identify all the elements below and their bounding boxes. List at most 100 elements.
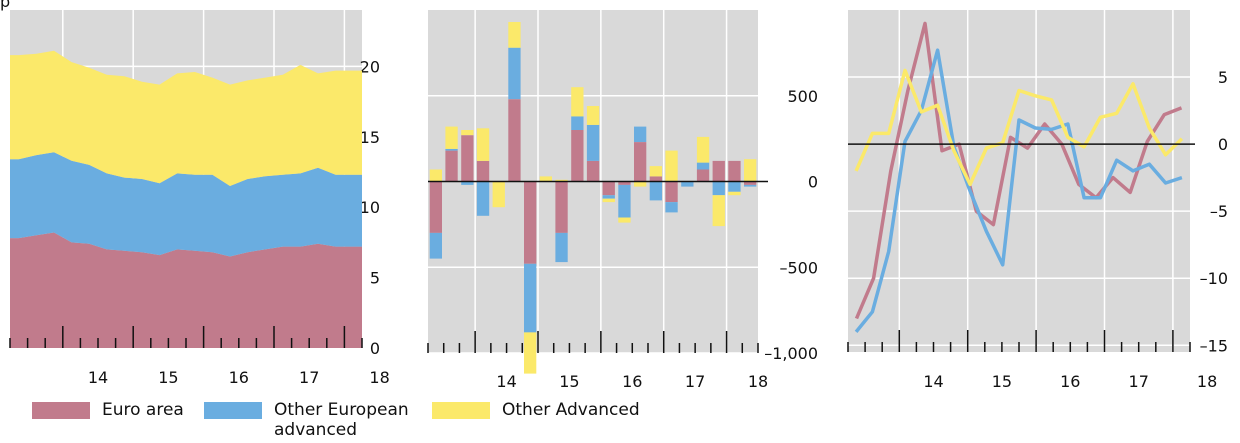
bar-other-advanced	[665, 150, 678, 182]
bar-other-advanced	[634, 181, 647, 187]
bar-other-advanced	[539, 176, 552, 182]
y-tick-label: 500	[787, 87, 818, 106]
bar-other-advanced	[712, 195, 725, 227]
legend-label-other-european: Other European advanced	[274, 400, 409, 440]
bar-other-advanced	[744, 159, 757, 182]
bar-other-european-advanced	[602, 195, 615, 199]
chart-flows: –1,000 –500 0 500 14 15 16 17 18	[427, 10, 818, 391]
bar-other-european-advanced	[476, 181, 490, 216]
x-tick-label: 15	[158, 368, 178, 387]
y-tick-label: –10	[1200, 269, 1228, 288]
bar-euro-area	[728, 160, 741, 182]
legend-swatch-euro-area	[32, 402, 90, 419]
bar-other-european-advanced	[712, 181, 725, 196]
x-tick-label: 18	[1197, 372, 1217, 391]
x-tick-label: 17	[1129, 372, 1149, 391]
y-tick-label: 5	[1218, 68, 1228, 87]
x-tick-label: 16	[622, 372, 642, 391]
bar-other-european-advanced	[429, 232, 442, 259]
legend-swatch-other-european	[204, 402, 262, 419]
bar-euro-area	[634, 142, 647, 182]
y-tick-label: 20	[360, 57, 380, 76]
bar-other-european-advanced	[571, 116, 584, 130]
bar-other-european-advanced	[665, 202, 678, 213]
bar-euro-area	[586, 160, 600, 182]
y-tick-label: 0	[808, 173, 818, 192]
bar-other-european-advanced	[696, 162, 710, 170]
legend-item-other-european: Other European advanced	[204, 400, 434, 440]
charts-canvas: 0 5 10 15 20 14 15 16 17 18 –1,000 –500 0 500 14 15 16 1…	[9, 10, 1228, 391]
bar-other-european-advanced	[618, 184, 631, 218]
x-tick-label: 18	[748, 372, 768, 391]
legend: Euro area Other European advanced Other …	[0, 392, 1240, 443]
bar-euro-area	[555, 181, 568, 233]
bar-other-european-advanced	[461, 181, 474, 185]
y-tick-label: –1,000	[764, 344, 818, 363]
x-tick-label: 18	[369, 368, 389, 387]
bar-other-european-advanced	[586, 124, 600, 161]
x-tick-label: 16	[1060, 372, 1080, 391]
area-euro-area	[10, 232, 362, 348]
bar-euro-area	[524, 181, 537, 264]
bar-other-european-advanced	[634, 126, 647, 142]
y-tick-label: 0	[370, 339, 380, 358]
legend-label-other-advanced: Other Advanced	[502, 400, 640, 420]
x-tick-label: 17	[685, 372, 705, 391]
legend-item-other-advanced: Other Advanced	[432, 400, 640, 420]
bar-euro-area	[712, 160, 725, 182]
bar-other-european-advanced	[744, 184, 757, 187]
line-other-advanced	[854, 68, 1184, 187]
bar-other-european-advanced	[508, 47, 521, 100]
bar-other-advanced	[602, 198, 615, 203]
y-tick-label: 5	[370, 269, 380, 288]
bar-other-advanced	[445, 126, 458, 149]
bar-other-european-advanced	[728, 181, 741, 192]
bar-other-european-advanced	[649, 181, 662, 201]
bar-euro-area	[476, 160, 490, 182]
legend-item-euro-area: Euro area	[32, 400, 184, 420]
y-tick-label: 10	[360, 198, 380, 217]
chart-growth: –15 –10 –5 0 5 14 15 16 17 18	[847, 10, 1228, 391]
area-other-european-advanced	[10, 152, 362, 257]
bar-other-advanced	[461, 130, 474, 136]
bar-other-advanced	[696, 136, 710, 163]
bar-other-european-advanced	[524, 263, 537, 333]
x-tick-label: 14	[88, 368, 108, 387]
legend-label-euro-area: Euro area	[102, 400, 184, 420]
bar-other-advanced	[649, 166, 662, 177]
bar-other-advanced	[492, 181, 505, 208]
x-tick-label: 14	[496, 372, 516, 391]
y-tick-label: –5	[1210, 202, 1228, 221]
line-other-european-advanced	[854, 48, 1183, 334]
bar-euro-area	[508, 99, 521, 182]
x-tick-label: 14	[923, 372, 943, 391]
y-tick-label: 0	[1218, 135, 1228, 154]
x-tick-label: 16	[229, 368, 249, 387]
bar-other-advanced	[429, 169, 442, 182]
bar-euro-area	[665, 181, 678, 203]
bar-other-advanced	[618, 217, 631, 223]
bar-other-advanced	[728, 191, 741, 196]
bar-euro-area	[618, 181, 631, 185]
bar-other-advanced	[586, 106, 600, 125]
chart-total-stock: 0 5 10 15 20 14 15 16 17 18	[9, 10, 390, 387]
bar-other-advanced	[508, 22, 521, 48]
bar-euro-area	[696, 169, 710, 182]
bar-other-advanced	[476, 128, 490, 161]
y-tick-label: –15	[1200, 336, 1228, 355]
bar-euro-area	[744, 181, 757, 185]
bar-other-advanced	[524, 332, 537, 374]
bar-other-european-advanced	[445, 148, 458, 151]
bar-other-european-advanced	[681, 181, 694, 187]
bar-euro-area	[571, 130, 584, 182]
bar-other-european-advanced	[555, 232, 568, 263]
x-tick-label: 15	[992, 372, 1012, 391]
bar-euro-area	[445, 150, 458, 182]
line-euro-area	[854, 21, 1183, 320]
bar-euro-area	[602, 181, 615, 196]
bar-euro-area	[649, 176, 662, 182]
y-tick-label: –500	[779, 258, 818, 277]
bar-euro-area	[461, 135, 474, 182]
area-other-advanced	[10, 50, 362, 186]
y-tick-label: 15	[360, 128, 380, 147]
